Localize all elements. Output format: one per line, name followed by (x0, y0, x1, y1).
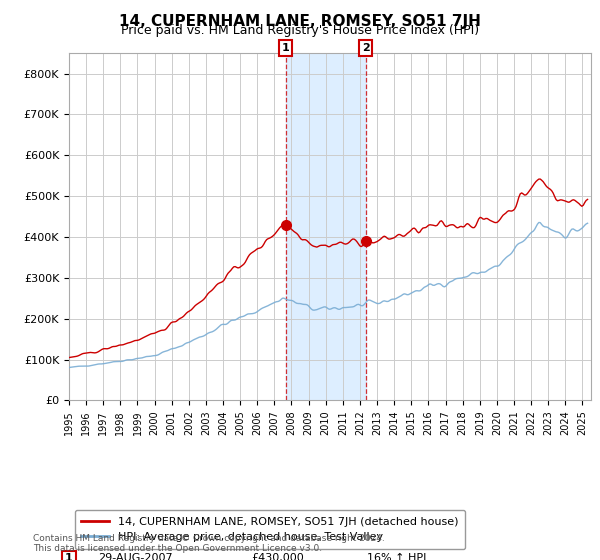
Text: Contains HM Land Registry data © Crown copyright and database right 2024.
This d: Contains HM Land Registry data © Crown c… (33, 534, 385, 553)
Legend: 14, CUPERNHAM LANE, ROMSEY, SO51 7JH (detached house), HPI: Average price, detac: 14, CUPERNHAM LANE, ROMSEY, SO51 7JH (de… (74, 510, 465, 549)
Text: Price paid vs. HM Land Registry's House Price Index (HPI): Price paid vs. HM Land Registry's House … (121, 24, 479, 37)
Text: 16% ↑ HPI: 16% ↑ HPI (367, 553, 426, 560)
Text: 14, CUPERNHAM LANE, ROMSEY, SO51 7JH: 14, CUPERNHAM LANE, ROMSEY, SO51 7JH (119, 14, 481, 29)
Text: 1: 1 (65, 553, 73, 560)
Text: 2: 2 (362, 43, 370, 53)
Text: £430,000: £430,000 (252, 553, 304, 560)
Bar (286, 53, 365, 400)
Text: 29-AUG-2007: 29-AUG-2007 (98, 553, 172, 560)
Text: 1: 1 (282, 43, 290, 53)
